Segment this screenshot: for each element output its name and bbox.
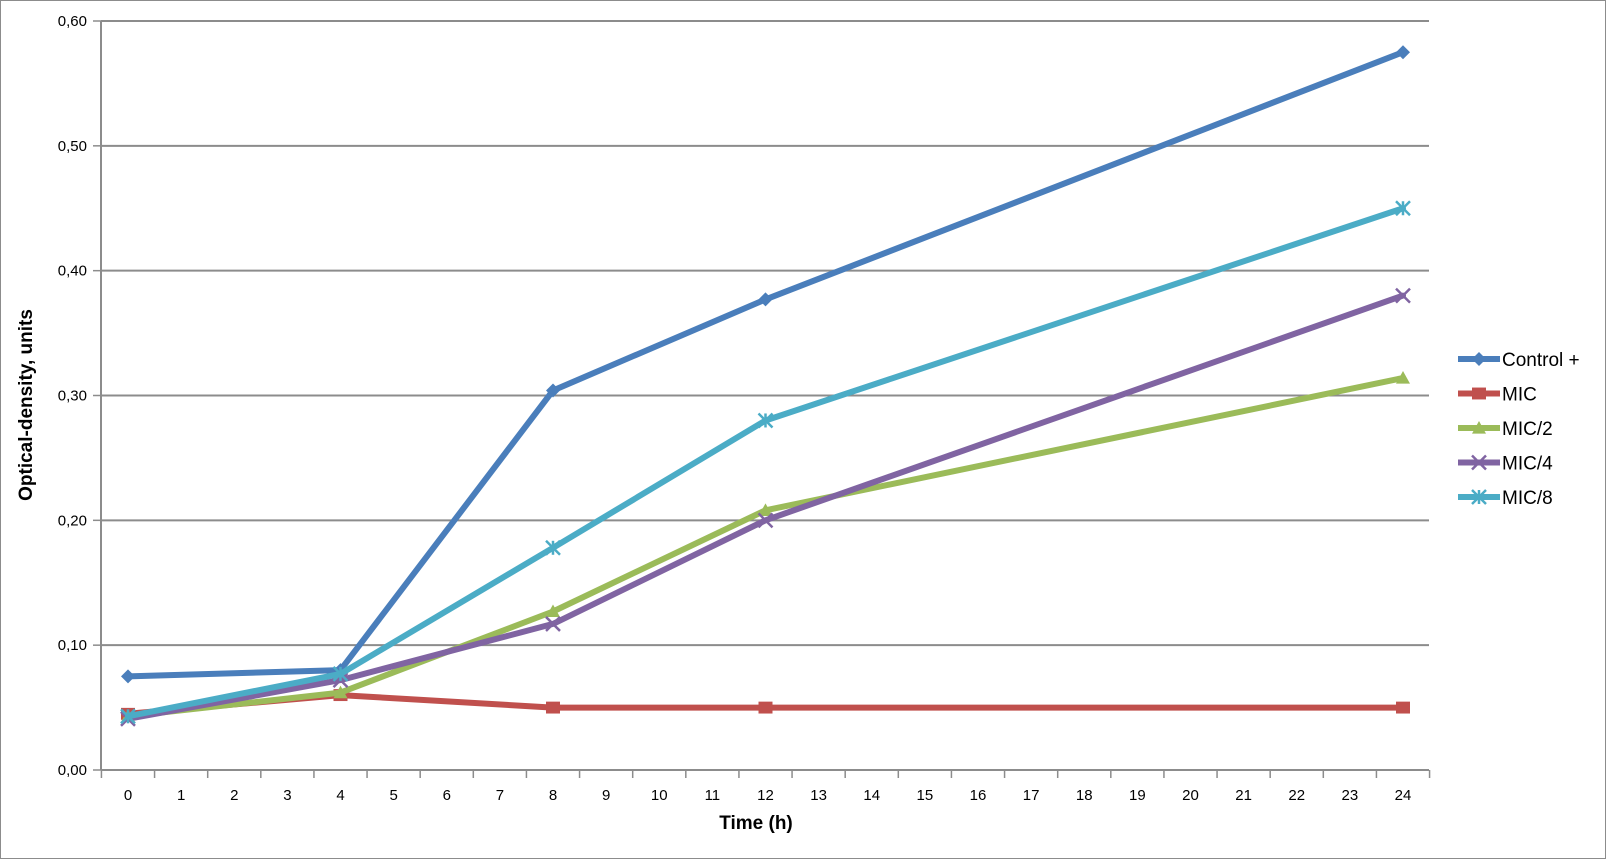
data-point xyxy=(545,616,561,632)
data-point xyxy=(757,412,774,429)
x-tick-label: 8 xyxy=(549,787,557,804)
x-tick-label: 17 xyxy=(1023,787,1040,804)
data-point xyxy=(757,512,774,529)
legend-label: MIC/4 xyxy=(1502,454,1553,475)
data-point xyxy=(1472,352,1486,366)
x-tick-label: 1 xyxy=(177,787,185,804)
data-point xyxy=(1471,454,1487,471)
x-tick-label: 14 xyxy=(863,787,880,804)
x-tick-label: 18 xyxy=(1076,787,1093,804)
legend-label: MIC/8 xyxy=(1502,488,1553,509)
x-tick-label: 13 xyxy=(810,787,827,804)
x-tick-label: 4 xyxy=(336,787,344,804)
y-tick-label: 0,40 xyxy=(58,263,87,280)
data-point xyxy=(121,669,135,684)
legend-item: MIC/4 xyxy=(1458,454,1553,475)
axes: 0,000,100,200,300,400,500,600 1 2 3 4 5 6 7 8 9 10… xyxy=(58,13,1431,804)
legend-item: Control + xyxy=(1458,350,1580,371)
x-tick-label: 2 xyxy=(230,787,238,804)
x-tick-label: 22 xyxy=(1288,787,1305,804)
data-point xyxy=(1472,387,1486,400)
data-point xyxy=(1396,701,1410,714)
x-tick-label: 11 xyxy=(705,787,721,804)
x-tick-label: 3 xyxy=(283,787,291,804)
x-tick-label: 6 xyxy=(443,787,451,804)
x-tick-label: 7 xyxy=(496,787,504,804)
x-tick-label: 12 xyxy=(757,787,774,804)
x-tick-label: 20 xyxy=(1182,787,1199,804)
data-point xyxy=(545,539,561,556)
x-axis-title: Time (h) xyxy=(719,813,793,834)
data-point xyxy=(758,503,773,516)
gridlines xyxy=(101,20,1429,647)
data-point xyxy=(546,383,560,398)
y-tick-label: 0,60 xyxy=(58,13,87,30)
legend-label: MIC xyxy=(1502,385,1537,406)
data-point xyxy=(1396,45,1410,60)
data-point xyxy=(1395,287,1411,304)
x-tick-label: 16 xyxy=(970,787,987,804)
y-tick-label: 0,20 xyxy=(58,512,87,529)
y-tick-label: 0,30 xyxy=(58,388,87,405)
data-point xyxy=(1396,371,1410,384)
data-point xyxy=(1395,200,1411,217)
data-point xyxy=(758,701,773,714)
x-tick-label: 15 xyxy=(917,787,934,804)
x-tick-label: 23 xyxy=(1342,787,1359,804)
x-tick-label: 0 xyxy=(124,787,132,804)
legend: Control + MIC MIC/2 MIC/4 MIC/8 xyxy=(1458,350,1580,509)
series-line xyxy=(125,205,1406,720)
x-tick-label: 9 xyxy=(602,787,610,804)
y-axis-title: Optical-density, units xyxy=(16,309,37,501)
legend-label: Control + xyxy=(1502,350,1580,371)
data-point xyxy=(120,708,136,725)
data-point xyxy=(333,685,348,699)
data-point xyxy=(1471,489,1487,505)
x-tick-label: 24 xyxy=(1395,787,1412,804)
x-tick-label: 5 xyxy=(389,787,397,804)
data-point xyxy=(1472,421,1486,434)
series-line xyxy=(125,375,1406,720)
series-group xyxy=(120,45,1411,727)
y-tick-label: 0,50 xyxy=(58,138,87,155)
data-point xyxy=(758,292,773,307)
legend-label: MIC/2 xyxy=(1502,419,1553,440)
x-tick-label: 21 xyxy=(1235,787,1252,804)
y-tick-label: 0,10 xyxy=(58,637,87,654)
legend-item: MIC/8 xyxy=(1458,488,1553,509)
legend-item: MIC/2 xyxy=(1458,419,1553,440)
y-tick-label: 0,00 xyxy=(58,762,87,779)
x-tick-label: 19 xyxy=(1129,787,1146,804)
data-point xyxy=(332,665,349,682)
data-point xyxy=(546,604,560,618)
x-tick-label: 10 xyxy=(651,787,668,804)
legend-item: MIC xyxy=(1458,385,1537,406)
data-point xyxy=(546,701,560,714)
